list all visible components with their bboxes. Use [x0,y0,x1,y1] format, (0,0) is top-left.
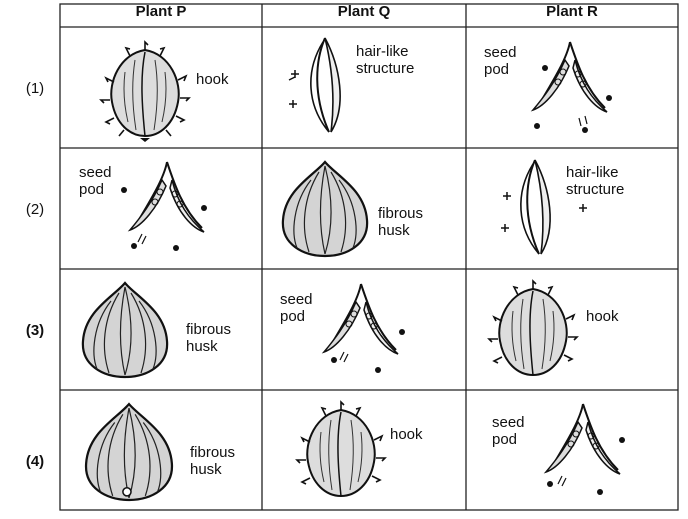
seed-pod-icon [528,400,638,500]
label-q1: hair-like structure [356,43,414,77]
seed-pod-icon [306,280,416,380]
coconut-fruit-icon [275,158,375,258]
burr-fruit-icon [100,42,190,142]
row-label-4: (4) [18,453,52,470]
label-r2: hair-like structure [566,164,624,198]
label-r3: hook [586,308,619,325]
label-p1: hook [196,71,229,88]
header-plant-r: Plant R [466,3,678,20]
seed-pod-icon [112,158,222,258]
label-q2: fibrous husk [378,205,423,239]
seed-pod-icon [515,38,625,138]
header-plant-q: Plant Q [262,3,466,20]
label-q4: hook [390,426,423,443]
label-r4: seed pod [492,414,525,448]
label-p3: fibrous husk [186,321,231,355]
burr-fruit-icon [488,281,578,381]
row-label-1: (1) [18,80,52,97]
label-q3: seed pod [280,291,313,325]
row-label-2: (2) [18,201,52,218]
burr-fruit-icon [296,402,386,502]
coconut-fruit-icon [76,400,182,502]
winged-seed-icon [495,158,575,258]
label-p4: fibrous husk [190,444,235,478]
label-r1: seed pod [484,44,517,78]
label-p2: seed pod [79,164,112,198]
header-plant-p: Plant P [60,3,262,20]
row-label-3: (3) [18,322,52,339]
winged-seed-icon [285,36,365,136]
coconut-fruit-icon [72,279,178,379]
